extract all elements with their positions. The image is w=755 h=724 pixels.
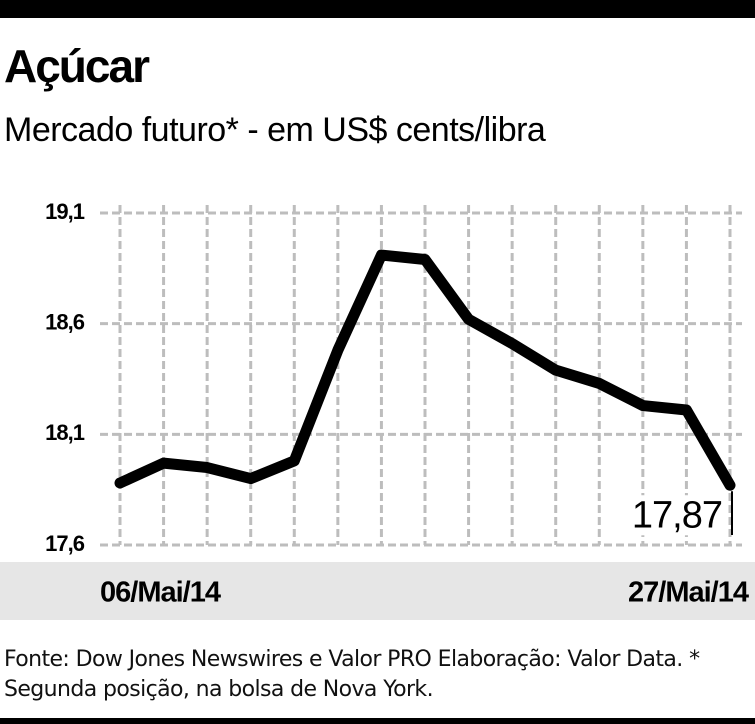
- y-tick-label: 18,1: [45, 420, 85, 445]
- x-axis-band: [0, 562, 755, 620]
- chart-title: Açúcar: [4, 40, 150, 92]
- chart-subtitle: Mercado futuro* - em US$ cents/libra: [4, 111, 546, 149]
- source-note: Fonte: Dow Jones Newswires e Valor PRO E…: [4, 647, 700, 702]
- label-bg: [612, 495, 724, 536]
- y-tick-label: 18,6: [45, 309, 85, 334]
- y-tick-label: 17,6: [45, 531, 85, 556]
- bottom-bar: [0, 718, 755, 724]
- x-tick-label: 06/Mai/14: [100, 577, 221, 609]
- x-tick-label: 27/Mai/14: [628, 577, 749, 609]
- top-bar: [0, 0, 755, 18]
- line-series: [114, 249, 736, 491]
- y-tick-label: 19,1: [45, 199, 85, 224]
- value-label: 17,87: [632, 494, 722, 536]
